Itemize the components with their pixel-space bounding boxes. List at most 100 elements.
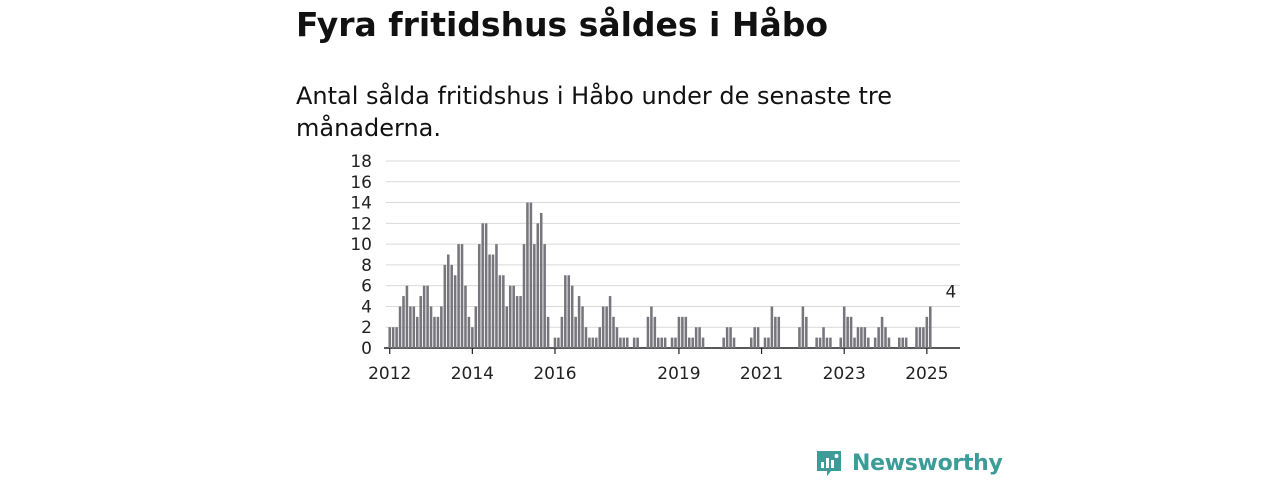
bar [825, 337, 829, 348]
bar [691, 337, 694, 348]
bar [467, 316, 471, 348]
bar [598, 327, 602, 348]
bar [533, 244, 536, 348]
bar [522, 244, 526, 348]
gridlines [384, 160, 960, 349]
bar [657, 337, 660, 348]
bar [684, 316, 688, 348]
bar [653, 316, 657, 348]
bar [650, 306, 653, 348]
bar [588, 337, 591, 348]
bar [488, 254, 491, 348]
bar [805, 316, 808, 348]
bar [477, 244, 481, 348]
bar [877, 327, 880, 348]
bar [694, 327, 698, 348]
bar [471, 327, 474, 348]
bar [670, 337, 674, 348]
bar [725, 327, 729, 348]
y-tick-label: 0 [361, 339, 372, 359]
bar [398, 306, 402, 348]
bar [660, 337, 663, 348]
bar [564, 275, 567, 348]
bar [839, 337, 843, 348]
bar [536, 223, 540, 348]
newsworthy-chart-icon [817, 451, 841, 476]
y-tick-label: 6 [361, 277, 372, 297]
bar [918, 327, 922, 348]
bar [884, 327, 887, 348]
bar [863, 327, 867, 348]
bar [422, 285, 426, 348]
bar [753, 327, 756, 348]
bars [388, 202, 932, 348]
bar [436, 316, 440, 348]
brand-name: Newsworthy [852, 450, 1003, 476]
bar [860, 327, 863, 348]
y-tick-label: 4 [361, 297, 372, 317]
y-tick-label: 12 [350, 214, 372, 234]
bar [632, 337, 636, 348]
bar [856, 327, 860, 348]
y-tick-label: 8 [361, 256, 372, 276]
bar [732, 337, 736, 348]
bar [512, 285, 515, 348]
bar [570, 285, 574, 348]
bar [443, 264, 447, 348]
bar [457, 244, 460, 348]
bar [646, 316, 650, 348]
bar [880, 316, 884, 348]
x-tick-label: 2019 [657, 364, 700, 384]
bar [409, 306, 412, 348]
bar [774, 316, 777, 348]
bar [429, 306, 433, 348]
bar [419, 296, 422, 348]
bar [770, 306, 774, 348]
bar [402, 296, 405, 348]
bar [581, 306, 584, 348]
bar [388, 327, 391, 348]
annotations: 4 [946, 282, 957, 302]
bar [901, 337, 905, 348]
y-tick-label: 18 [350, 152, 372, 172]
bar [677, 316, 681, 348]
bar [622, 337, 626, 348]
y-tick-label: 2 [361, 318, 372, 338]
bar [546, 316, 550, 348]
bar [553, 337, 557, 348]
bar [873, 337, 877, 348]
bar [829, 337, 832, 348]
newsworthy-logo: Newsworthy [815, 446, 1003, 480]
bar [557, 337, 560, 348]
bar [922, 327, 925, 348]
bar [433, 316, 436, 348]
y-tick-label: 16 [350, 173, 372, 193]
bar [440, 306, 443, 348]
bar [608, 296, 612, 348]
bar [756, 327, 760, 348]
bar [663, 337, 667, 348]
chart-title: Fyra fritidshus såldes i Håbo [296, 5, 829, 44]
bar [560, 316, 564, 348]
bar [842, 306, 846, 348]
chart-subtitle: Antal sålda fritidshus i Håbo under de s… [296, 82, 893, 142]
bar [495, 244, 498, 348]
bar [822, 327, 825, 348]
bar [698, 327, 701, 348]
bar [798, 327, 801, 348]
bar [595, 337, 598, 348]
bar [612, 316, 615, 348]
bar [526, 202, 529, 348]
bar [446, 254, 450, 348]
bar [674, 337, 677, 348]
bar [474, 306, 478, 348]
bar [929, 306, 932, 348]
bar [484, 223, 488, 348]
bar [481, 223, 484, 348]
bar [898, 337, 901, 348]
bar [601, 306, 605, 348]
bar [584, 327, 588, 348]
bar [801, 306, 805, 348]
